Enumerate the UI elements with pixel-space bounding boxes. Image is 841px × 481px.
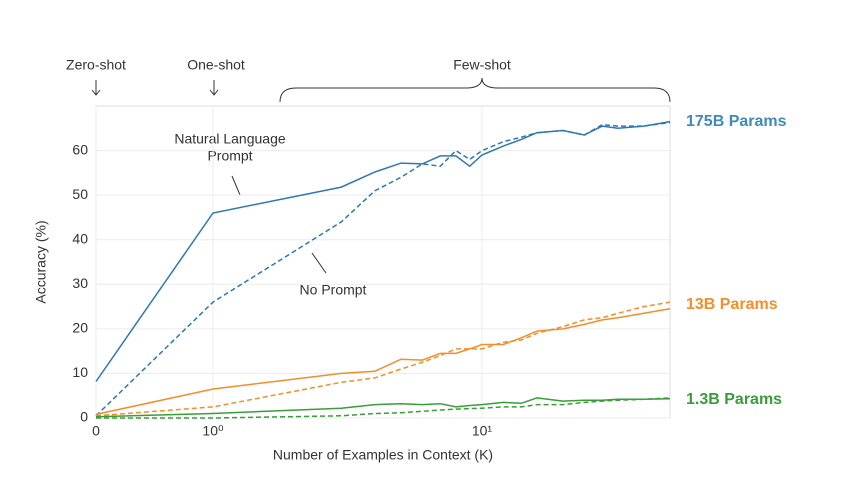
x-tick-label: 10¹ xyxy=(472,423,493,439)
x-axis-label: Number of Examples in Context (K) xyxy=(273,447,493,463)
series-label: 1.3B Params xyxy=(686,391,782,408)
y-tick-label: 20 xyxy=(72,320,88,336)
annotation: Natural Language xyxy=(174,131,286,147)
pointer xyxy=(311,252,327,274)
y-tick-label: 60 xyxy=(72,141,88,157)
y-tick-label: 0 xyxy=(80,409,88,425)
line xyxy=(95,301,671,417)
line xyxy=(95,308,671,416)
series-label: 175B Params xyxy=(686,113,787,130)
plot-frame xyxy=(95,105,671,419)
series-label: 13B Params xyxy=(686,296,778,313)
x-tick-label: 0 xyxy=(92,423,100,439)
line xyxy=(96,397,671,419)
annotation: Prompt xyxy=(207,148,252,164)
y-tick-label: 10 xyxy=(72,364,88,380)
line xyxy=(95,397,671,418)
y-tick-label: 40 xyxy=(72,230,88,246)
brace xyxy=(279,77,671,103)
y-axis-label: Accuracy (%) xyxy=(33,220,49,303)
pointer xyxy=(231,175,241,196)
annotation: Few-shot xyxy=(453,57,511,73)
x-tick-label: 10⁰ xyxy=(202,423,224,439)
arrow xyxy=(209,80,219,96)
annotation: Zero-shot xyxy=(66,57,126,73)
line xyxy=(95,121,671,417)
arrow xyxy=(91,80,101,96)
y-tick-label: 30 xyxy=(72,275,88,291)
annotation: No Prompt xyxy=(300,282,367,298)
annotation: One-shot xyxy=(187,57,245,73)
line xyxy=(95,120,671,382)
y-tick-label: 50 xyxy=(72,186,88,202)
